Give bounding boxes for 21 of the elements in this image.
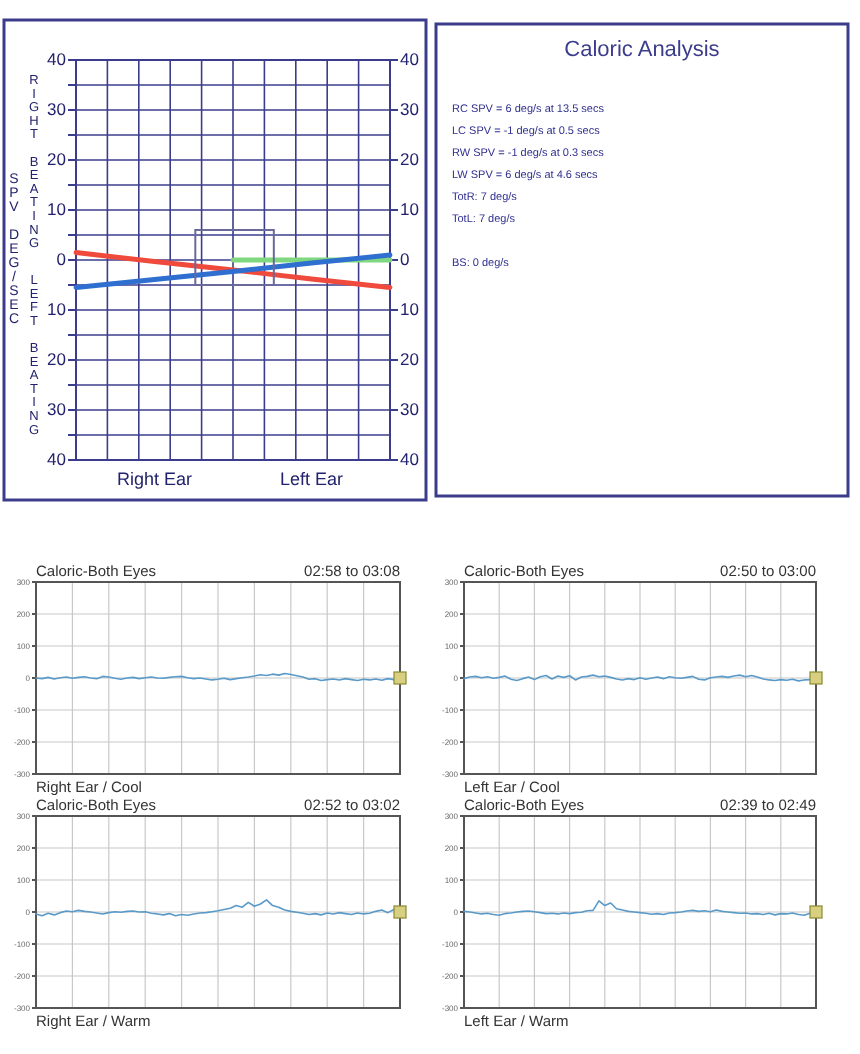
y-tick-label: 40 (47, 449, 67, 470)
y-tick-label: 20 (47, 149, 67, 170)
y-tick-label: 10 (47, 299, 67, 320)
y2-tick-label: 10 (400, 199, 420, 220)
y2-tick-label: 0 (400, 249, 410, 270)
y2-tick-label: 20 (400, 349, 420, 370)
y2-tick-label: 10 (400, 299, 420, 320)
y2-tick-label: 30 (400, 99, 420, 120)
x-tick-label: Right Ear (116, 468, 193, 489)
y2-tick-label: 40 (400, 49, 420, 70)
y-tick-label: 30 (47, 399, 67, 420)
y2-tick-label: 20 (400, 149, 420, 170)
y-tick-label: 20 (47, 349, 67, 370)
y2-tick-label: 30 (400, 399, 420, 420)
y-tick-label: 30 (47, 99, 67, 120)
y-tick-label: 40 (47, 49, 67, 70)
y2-tick-label: 40 (400, 449, 420, 470)
y-tick-label: 0 (56, 249, 67, 270)
y-tick-label: 10 (47, 199, 67, 220)
text: Caloric Analysis (564, 38, 721, 62)
x-tick-label: Left Ear (279, 468, 344, 489)
